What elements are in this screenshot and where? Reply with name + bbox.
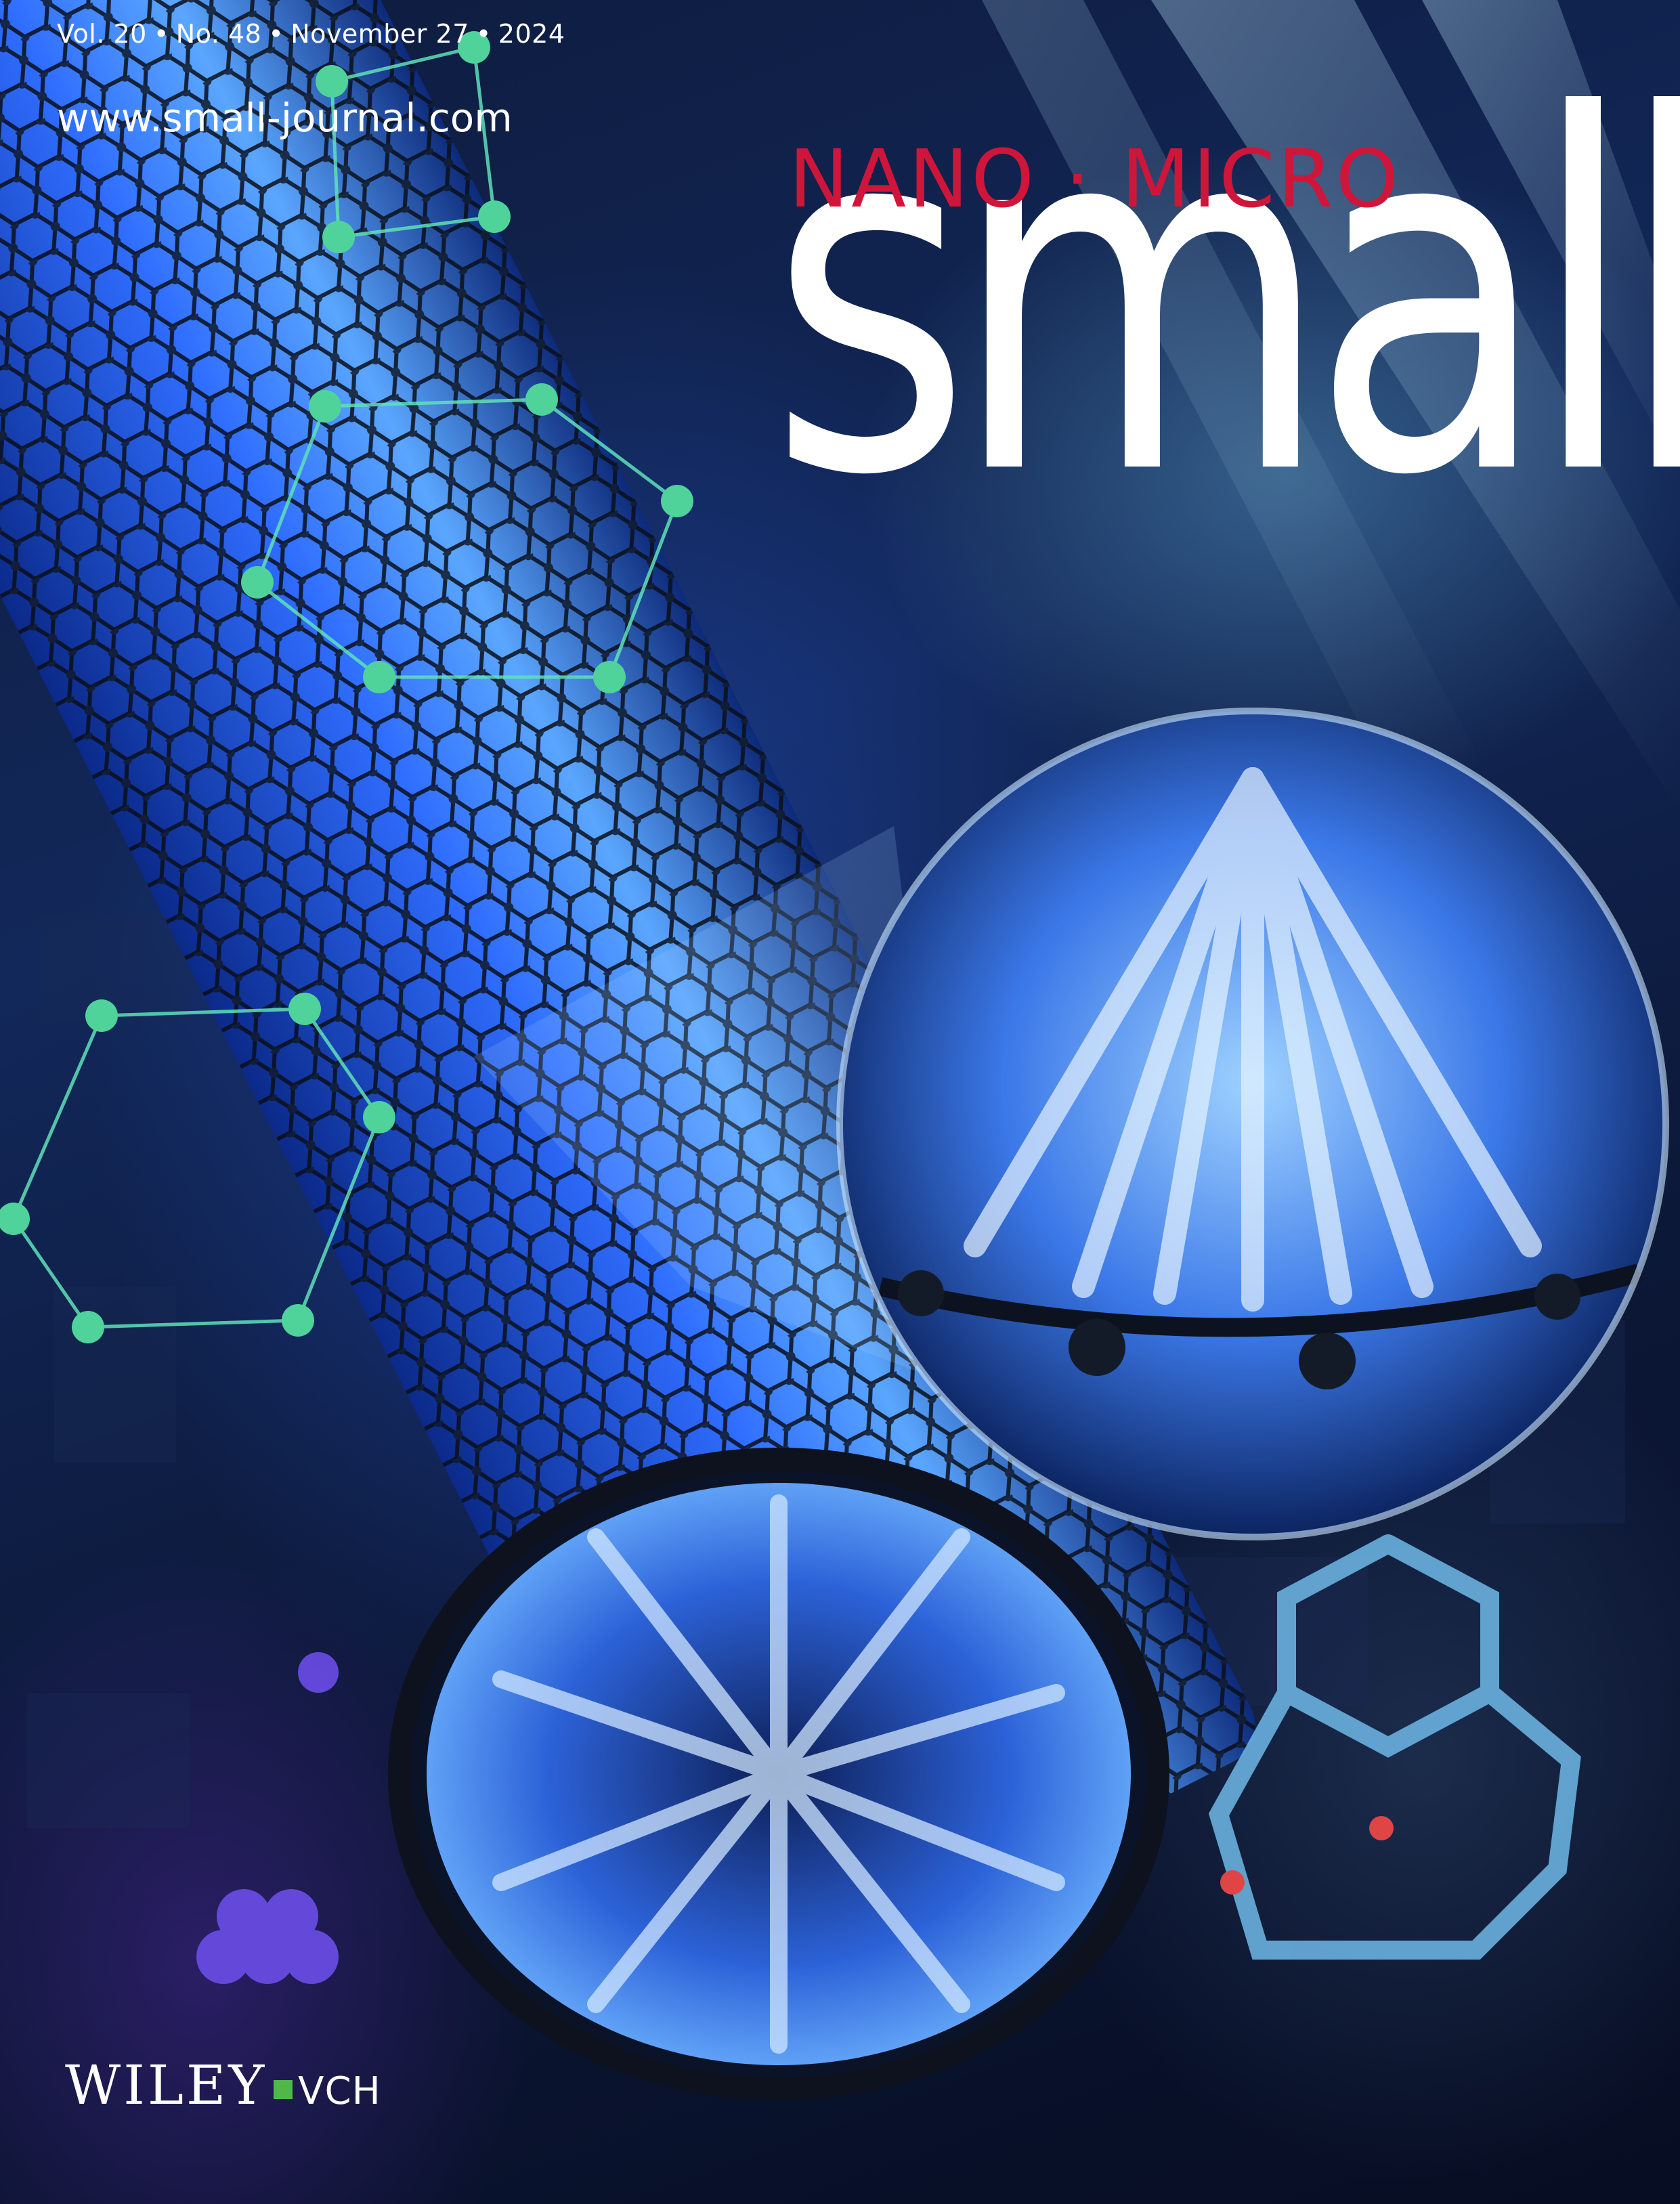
separator: • xyxy=(153,19,169,49)
journal-subtitle: NANO · MICRO xyxy=(789,132,1402,225)
journal-title: small xyxy=(769,14,1680,582)
separator: • xyxy=(475,19,492,49)
issue-number: No. 48 xyxy=(175,19,262,49)
publisher-mark-icon xyxy=(274,2080,293,2099)
publisher-suffix: VCH xyxy=(298,2069,381,2113)
issue-date: November 27 xyxy=(290,19,469,49)
publisher-name: WILEY xyxy=(65,2054,267,2117)
issue-year: 2024 xyxy=(498,19,565,49)
journal-url[interactable]: www.small-journal.com xyxy=(57,95,513,141)
separator: • xyxy=(268,19,284,49)
publisher-logo: WILEY VCH xyxy=(65,2058,381,2113)
issue-info: Vol. 20 • No. 48 • November 27 • 2024 xyxy=(57,19,565,49)
volume-label: Vol. 20 xyxy=(57,19,147,49)
